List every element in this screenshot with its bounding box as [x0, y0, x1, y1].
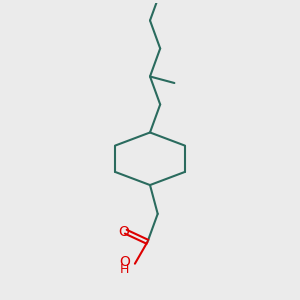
Text: O: O [118, 225, 130, 239]
Text: H: H [120, 263, 129, 277]
Text: O: O [119, 255, 130, 269]
